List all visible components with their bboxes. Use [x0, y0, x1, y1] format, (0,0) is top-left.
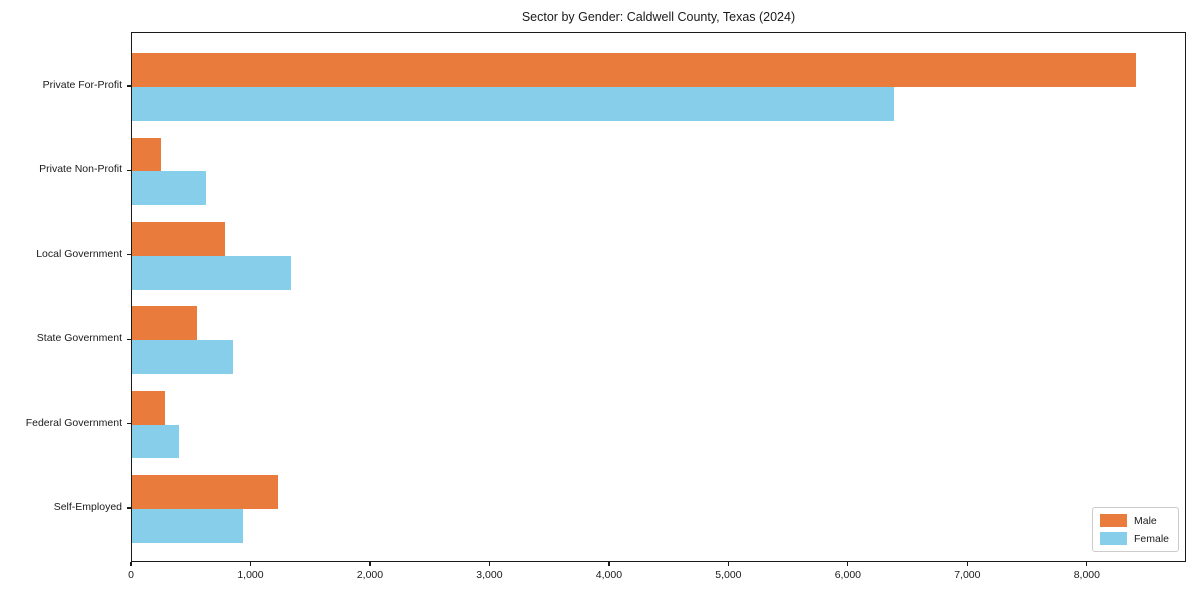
x-tick-mark — [249, 562, 252, 566]
male-color-swatch — [1099, 514, 1127, 527]
bar-male-1 — [132, 137, 161, 172]
bar-male-2 — [132, 222, 226, 256]
bar-female-3 — [132, 340, 233, 374]
legend-label-male: Male — [1133, 514, 1157, 527]
chart-title: Sector by Gender: Caldwell County, Texas… — [521, 10, 796, 24]
x-tick-mark — [488, 562, 491, 566]
y-tick-label: Private For-Profit — [42, 79, 122, 91]
x-tick-mark — [847, 562, 849, 566]
y-tick-mark — [127, 338, 131, 340]
y-tick-mark — [127, 422, 131, 425]
legend-item-female: Female — [1099, 532, 1169, 545]
x-tick-mark — [1086, 562, 1088, 566]
legend-item-male: Male — [1099, 514, 1169, 527]
y-tick-label: State Government — [36, 332, 122, 345]
x-tick-mark — [966, 562, 968, 566]
x-tick-mark — [130, 562, 132, 566]
bar-female-2 — [132, 255, 291, 290]
y-tick-mark — [127, 85, 131, 87]
x-tick-label: 5,000 — [715, 569, 742, 581]
bar-male-3 — [132, 306, 198, 341]
bar-female-0 — [132, 87, 895, 121]
plot-area: Male Female — [131, 32, 1186, 562]
female-color-swatch — [1099, 532, 1127, 545]
bar-female-5 — [132, 508, 244, 543]
bar-female-1 — [132, 171, 207, 206]
bar-female-4 — [132, 424, 179, 459]
bar-male-5 — [132, 475, 278, 509]
y-tick-mark — [127, 507, 131, 509]
legend: Male Female — [1091, 507, 1179, 552]
x-tick-label: 1,000 — [237, 569, 264, 581]
x-tick-label: 2,000 — [356, 569, 384, 581]
bar-male-0 — [132, 53, 1136, 87]
x-tick-label: 3,000 — [476, 569, 503, 581]
y-tick-label: Federal Government — [25, 416, 122, 429]
x-tick-label: 7,000 — [954, 569, 981, 581]
x-tick-label: 0 — [128, 569, 134, 581]
y-tick-mark — [127, 254, 131, 256]
y-tick-mark — [127, 169, 131, 171]
x-tick-label: 6,000 — [834, 569, 861, 581]
y-tick-label: Self-Employed — [53, 500, 122, 513]
x-tick-mark — [369, 562, 371, 566]
y-tick-label: Local Government — [36, 247, 122, 260]
y-tick-label: Private Non-Profit — [39, 163, 122, 176]
x-tick-label: 8,000 — [1073, 569, 1100, 581]
x-tick-mark — [727, 562, 729, 566]
x-tick-label: 4,000 — [595, 569, 623, 581]
x-tick-mark — [608, 562, 610, 566]
bar-male-4 — [132, 390, 166, 425]
legend-label-female: Female — [1133, 532, 1169, 545]
